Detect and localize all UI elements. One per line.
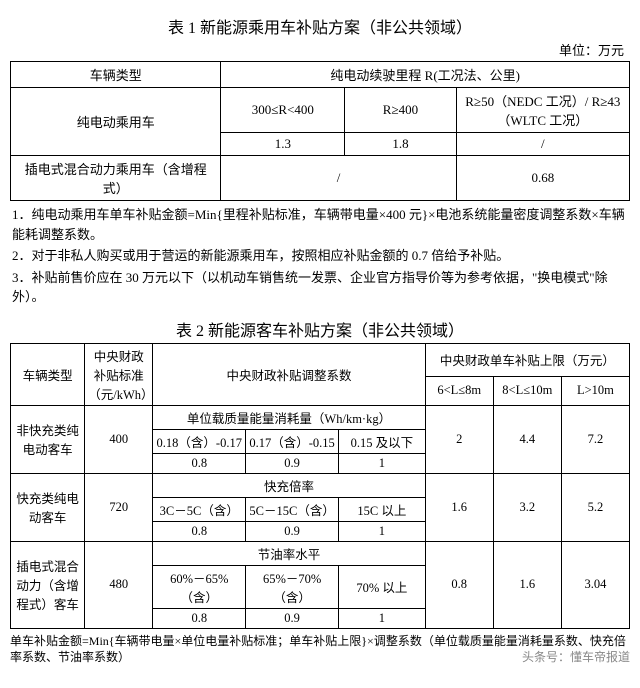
cell: 300≤R<400 — [221, 88, 345, 133]
cell: 1.6 — [425, 473, 493, 541]
r3-sub: 节油率水平 — [153, 541, 425, 565]
r2-sub: 快充倍率 — [153, 473, 425, 497]
cell: 4.4 — [493, 405, 561, 473]
header-std: 中央财政补贴标准（元/kWh） — [85, 343, 153, 405]
header-range: 纯电动续驶里程 R(工况法、公里) — [221, 62, 630, 88]
cell: 0.18（含）-0.17 — [153, 429, 246, 453]
table2-title: 表 2 新能源客车补贴方案（非公共领域） — [10, 317, 630, 341]
header-gt10: L>10m — [561, 377, 629, 405]
table1-title: 表 1 新能源乘用车补贴方案（非公共领域） — [10, 14, 630, 38]
header-type: 车辆类型 — [11, 343, 85, 405]
table-row: 车辆类型 中央财政补贴标准（元/kWh） 中央财政补贴调整系数 中央财政单车补贴… — [11, 343, 630, 377]
cell: 5C－15C（含） — [246, 497, 339, 521]
cell: 1 — [339, 608, 426, 628]
table-row: 插电式混合动力乘用车（含增程式） / 0.68 — [11, 156, 630, 201]
cell: 60%－65%（含） — [153, 565, 246, 608]
cell: 1 — [339, 521, 426, 541]
r1-sub: 单位载质量能量消耗量（Wh/km·kg） — [153, 405, 425, 429]
cell: 0.8 — [153, 521, 246, 541]
cell: 3C－5C（含） — [153, 497, 246, 521]
r1-label: 非快充类纯电动客车 — [11, 405, 85, 473]
table-row: 纯电动乘用车 300≤R<400 R≥400 R≥50（NEDC 工况）/ R≥… — [11, 88, 630, 133]
cell: / — [221, 156, 456, 201]
note-1: 1．纯电动乘用车单车补贴金额=Min{里程补贴标准，车辆带电量×400 元}×电… — [12, 205, 628, 244]
table-row: 车辆类型 纯电动续驶里程 R(工况法、公里) — [11, 62, 630, 88]
cell: 5.2 — [561, 473, 629, 541]
cell: 0.9 — [246, 453, 339, 473]
header-cap: 中央财政单车补贴上限（万元） — [425, 343, 629, 377]
cell: 3.2 — [493, 473, 561, 541]
cell: / — [456, 133, 629, 156]
cell: 2 — [425, 405, 493, 473]
cell: 65%－70%（含） — [246, 565, 339, 608]
cell: 1.8 — [345, 133, 456, 156]
cell: 0.15 及以下 — [339, 429, 426, 453]
cell: 7.2 — [561, 405, 629, 473]
cell: 1 — [339, 453, 426, 473]
cell: R≥400 — [345, 88, 456, 133]
watermark: 头条号：懂车帝报道 — [522, 649, 630, 666]
cell: 0.8 — [153, 608, 246, 628]
cell: 15C 以上 — [339, 497, 426, 521]
r2-label: 快充类纯电动客车 — [11, 473, 85, 541]
header-6-8: 6<L≤8m — [425, 377, 493, 405]
header-vehicle-type: 车辆类型 — [11, 62, 221, 88]
note-3: 3．补贴前售价应在 30 万元以下（以机动车销售统一发票、企业官方指导价等为参考… — [12, 268, 628, 307]
cell: 0.68 — [456, 156, 629, 201]
table1: 车辆类型 纯电动续驶里程 R(工况法、公里) 纯电动乘用车 300≤R<400 … — [10, 61, 630, 201]
table1-unit: 单位：万元 — [10, 40, 624, 59]
cell: 0.17（含）-0.15 — [246, 429, 339, 453]
table-row: 非快充类纯电动客车 400 单位载质量能量消耗量（Wh/km·kg） 2 4.4… — [11, 405, 630, 429]
cell: 1.6 — [493, 541, 561, 628]
cell: R≥50（NEDC 工况）/ R≥43（WLTC 工况） — [456, 88, 629, 133]
table-row: 插电式混合动力（含增程式）客车 480 节油率水平 0.8 1.6 3.04 — [11, 541, 630, 565]
cell: 1.3 — [221, 133, 345, 156]
r3-label: 插电式混合动力（含增程式）客车 — [11, 541, 85, 628]
cell: 0.8 — [425, 541, 493, 628]
header-adj: 中央财政补贴调整系数 — [153, 343, 425, 405]
r3-std: 480 — [85, 541, 153, 628]
cell: 0.8 — [153, 453, 246, 473]
table2: 车辆类型 中央财政补贴标准（元/kWh） 中央财政补贴调整系数 中央财政单车补贴… — [10, 343, 630, 629]
r2-std: 720 — [85, 473, 153, 541]
row1-label: 纯电动乘用车 — [11, 88, 221, 156]
row2-label: 插电式混合动力乘用车（含增程式） — [11, 156, 221, 201]
table-row: 快充类纯电动客车 720 快充倍率 1.6 3.2 5.2 — [11, 473, 630, 497]
table1-notes: 1．纯电动乘用车单车补贴金额=Min{里程补贴标准，车辆带电量×400 元}×电… — [12, 205, 628, 307]
header-8-10: 8<L≤10m — [493, 377, 561, 405]
cell: 0.9 — [246, 521, 339, 541]
cell: 0.9 — [246, 608, 339, 628]
r1-std: 400 — [85, 405, 153, 473]
note-2: 2．对于非私人购买或用于营运的新能源乘用车，按照相应补贴金额的 0.7 倍给予补… — [12, 246, 628, 266]
cell: 70% 以上 — [339, 565, 426, 608]
cell: 3.04 — [561, 541, 629, 628]
table2-footer: 单车补贴金额=Min{车辆带电量×单位电量补贴标准；单车补贴上限}×调整系数（单… — [10, 633, 630, 667]
